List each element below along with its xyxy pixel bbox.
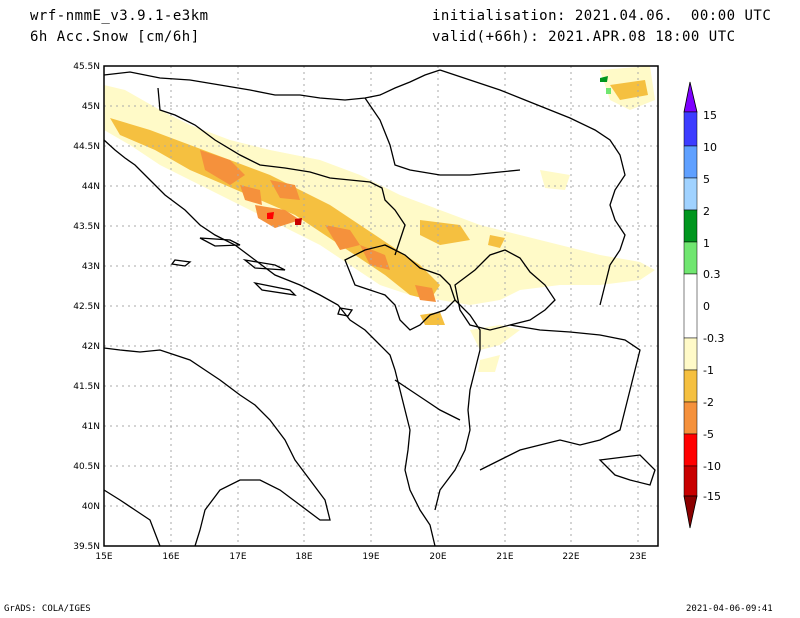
lat-axis: 45.5N 45N 44.5N 44N 43.5N 43N 42.5N 42N … (73, 62, 100, 552)
colorbar-label: 2 (703, 205, 710, 218)
map-area (103, 65, 659, 547)
lat-label: 40.5N (73, 462, 100, 472)
lon-label: 19E (362, 552, 379, 562)
lon-axis: 15E 16E 17E 18E 19E 20E 21E 22E 23E (95, 552, 646, 562)
colorbar-swatch (683, 111, 698, 147)
lat-label: 39.5N (73, 542, 100, 552)
lon-label: 16E (162, 552, 179, 562)
colorbar-swatch (683, 177, 698, 211)
lat-label: 42.5N (73, 302, 100, 312)
colorbar-label: -0.3 (703, 332, 724, 345)
lat-label: 44N (82, 182, 100, 192)
colorbar-label: -1 (703, 364, 714, 377)
colorbar-swatch (683, 433, 698, 467)
colorbar-label: -2 (703, 396, 714, 409)
colorbar-swatch (683, 145, 698, 179)
lon-label: 22E (562, 552, 579, 562)
lon-label: 18E (295, 552, 312, 562)
footer-timestamp: 2021-04-06-09:41 (686, 604, 773, 614)
colorbar-label: 0.3 (703, 268, 721, 281)
colorbar-swatch (683, 209, 698, 243)
lon-label: 21E (496, 552, 513, 562)
model-name: wrf-nmmE_v3.9.1-e3km (30, 8, 209, 24)
valid-time: valid(+66h): 2021.APR.08 18:00 UTC (432, 29, 736, 45)
colorbar-swatch (683, 273, 698, 339)
lat-label: 45N (82, 102, 100, 112)
lat-label: 40N (82, 502, 100, 512)
lat-label: 41.5N (73, 382, 100, 392)
lat-label: 43N (82, 262, 100, 272)
lat-label: 44.5N (73, 142, 100, 152)
colorbar: 15 10 5 2 1 0.3 0 -0.3 -1 -2 -5 -10 -15 (683, 81, 724, 529)
snow-field (104, 66, 655, 372)
colorbar-swatch (683, 241, 698, 275)
init-time: initialisation: 2021.04.06. 00:00 UTC (432, 8, 772, 24)
colorbar-swatch (683, 337, 698, 371)
lat-label: 42N (82, 342, 100, 352)
lon-label: 15E (95, 552, 112, 562)
colorbar-bottom-arrow (683, 495, 698, 529)
colorbar-label: -15 (703, 490, 721, 503)
colorbar-swatch (683, 465, 698, 497)
lat-label: 45.5N (73, 62, 100, 72)
lat-label: 41N (82, 422, 100, 432)
lon-label: 23E (629, 552, 646, 562)
footer-credit: GrADS: COLA/IGES (4, 604, 91, 614)
lon-label: 20E (429, 552, 446, 562)
colorbar-label: 1 (703, 237, 710, 250)
field-name: 6h Acc.Snow [cm/6h] (30, 29, 200, 45)
colorbar-label: -10 (703, 460, 721, 473)
colorbar-swatch (683, 369, 698, 403)
coastlines-borders (103, 69, 656, 547)
map-frame (103, 65, 659, 547)
colorbar-label: 10 (703, 141, 717, 154)
lon-label: 17E (229, 552, 246, 562)
colorbar-label: 0 (703, 300, 710, 313)
colorbar-label: -5 (703, 428, 714, 441)
colorbar-top-arrow (683, 81, 698, 113)
colorbar-swatch (683, 401, 698, 435)
lat-label: 43.5N (73, 222, 100, 232)
colorbar-label: 5 (703, 173, 710, 186)
colorbar-label: 15 (703, 109, 717, 122)
